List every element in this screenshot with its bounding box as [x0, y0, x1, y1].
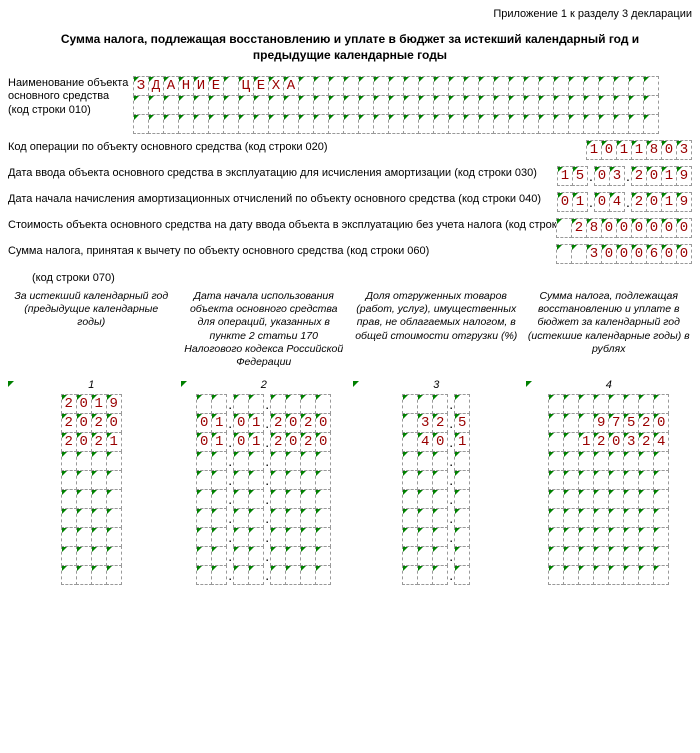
name-label: Наименование объекта основного средства …: [8, 77, 133, 117]
column-headers: За истекший календарный год (предыдущие …: [8, 290, 692, 369]
coln-2: 2: [181, 379, 348, 391]
appendix-note: Приложение 1 к разделу 3 декларации: [8, 8, 692, 20]
data-grid: 201920202021..01.01.202001.01.2020......…: [8, 395, 692, 585]
page-title: Сумма налога, подлежащая восстановлению …: [48, 32, 652, 63]
sub-070: (код строки 070): [32, 272, 692, 284]
col-h4: Сумма налога, подлежащая восстановлению …: [526, 290, 693, 369]
object-name-row: Наименование объекта основного средства …: [8, 77, 692, 134]
name-cells: ЗДАНИЕЦЕХА: [133, 77, 659, 134]
col-h2: Дата начала использования объекта основн…: [181, 290, 348, 369]
col-h1: За истекший календарный год (предыдущие …: [8, 290, 175, 369]
coln-1: 1: [8, 379, 175, 391]
info-lines: Код операции по объекту основного средст…: [8, 141, 692, 264]
coln-4: 4: [526, 379, 693, 391]
col-h3: Доля отгруженных товаров (работ, услуг),…: [353, 290, 520, 369]
column-numbers: 1 2 3 4: [8, 379, 692, 391]
coln-3: 3: [353, 379, 520, 391]
